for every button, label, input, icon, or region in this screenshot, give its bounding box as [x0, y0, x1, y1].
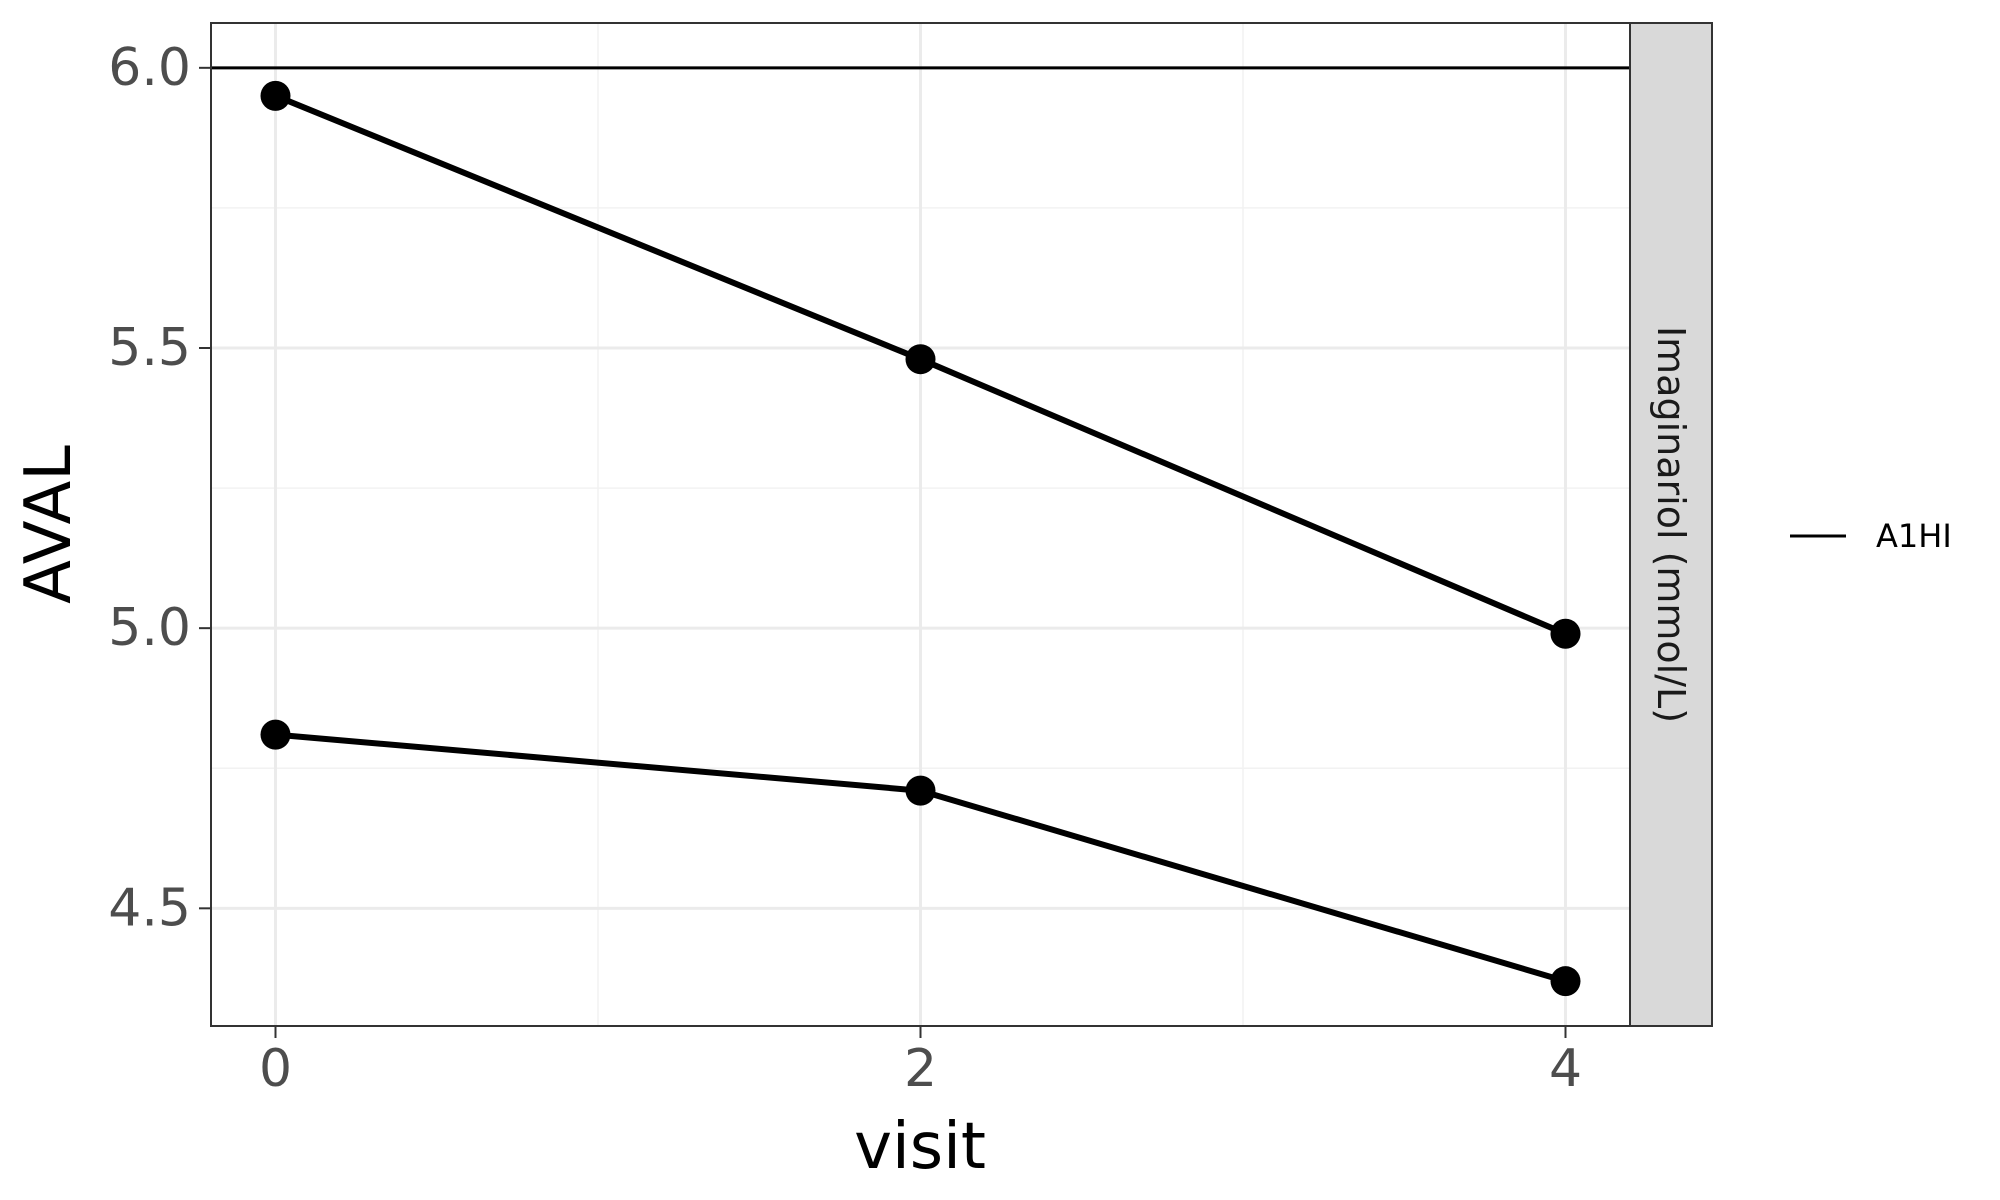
y-axis: 4.5 5.0 5.5 6.0 — [108, 38, 211, 938]
y-tick-label: 5.0 — [108, 598, 191, 658]
data-point — [1550, 966, 1581, 997]
x-tick-label: 0 — [259, 1039, 292, 1099]
y-tick-label: 5.5 — [108, 318, 191, 378]
facet-strip-background — [1629, 22, 1713, 1027]
x-tick-label: 4 — [1549, 1039, 1582, 1099]
data-point — [1550, 618, 1581, 649]
series-points — [260, 80, 1581, 997]
x-axis: 0 2 4 — [259, 1026, 1582, 1099]
y-tick-label: 4.5 — [108, 878, 191, 938]
data-point — [260, 80, 291, 111]
facet-strip-label: Imaginariol (mmol/L) — [1649, 326, 1693, 723]
facet-strip: Imaginariol (mmol/L) — [1629, 22, 1713, 1027]
data-point — [905, 344, 936, 375]
legend-label-a1hi: A1HI — [1876, 517, 1952, 555]
data-point — [905, 775, 936, 806]
data-point — [260, 719, 291, 750]
y-tick-label: 6.0 — [108, 38, 191, 98]
x-tick-label: 2 — [904, 1039, 937, 1099]
legend: A1HI — [1790, 517, 1952, 555]
x-axis-title: visit — [854, 1110, 986, 1184]
y-axis-title: AVAL — [12, 445, 86, 604]
